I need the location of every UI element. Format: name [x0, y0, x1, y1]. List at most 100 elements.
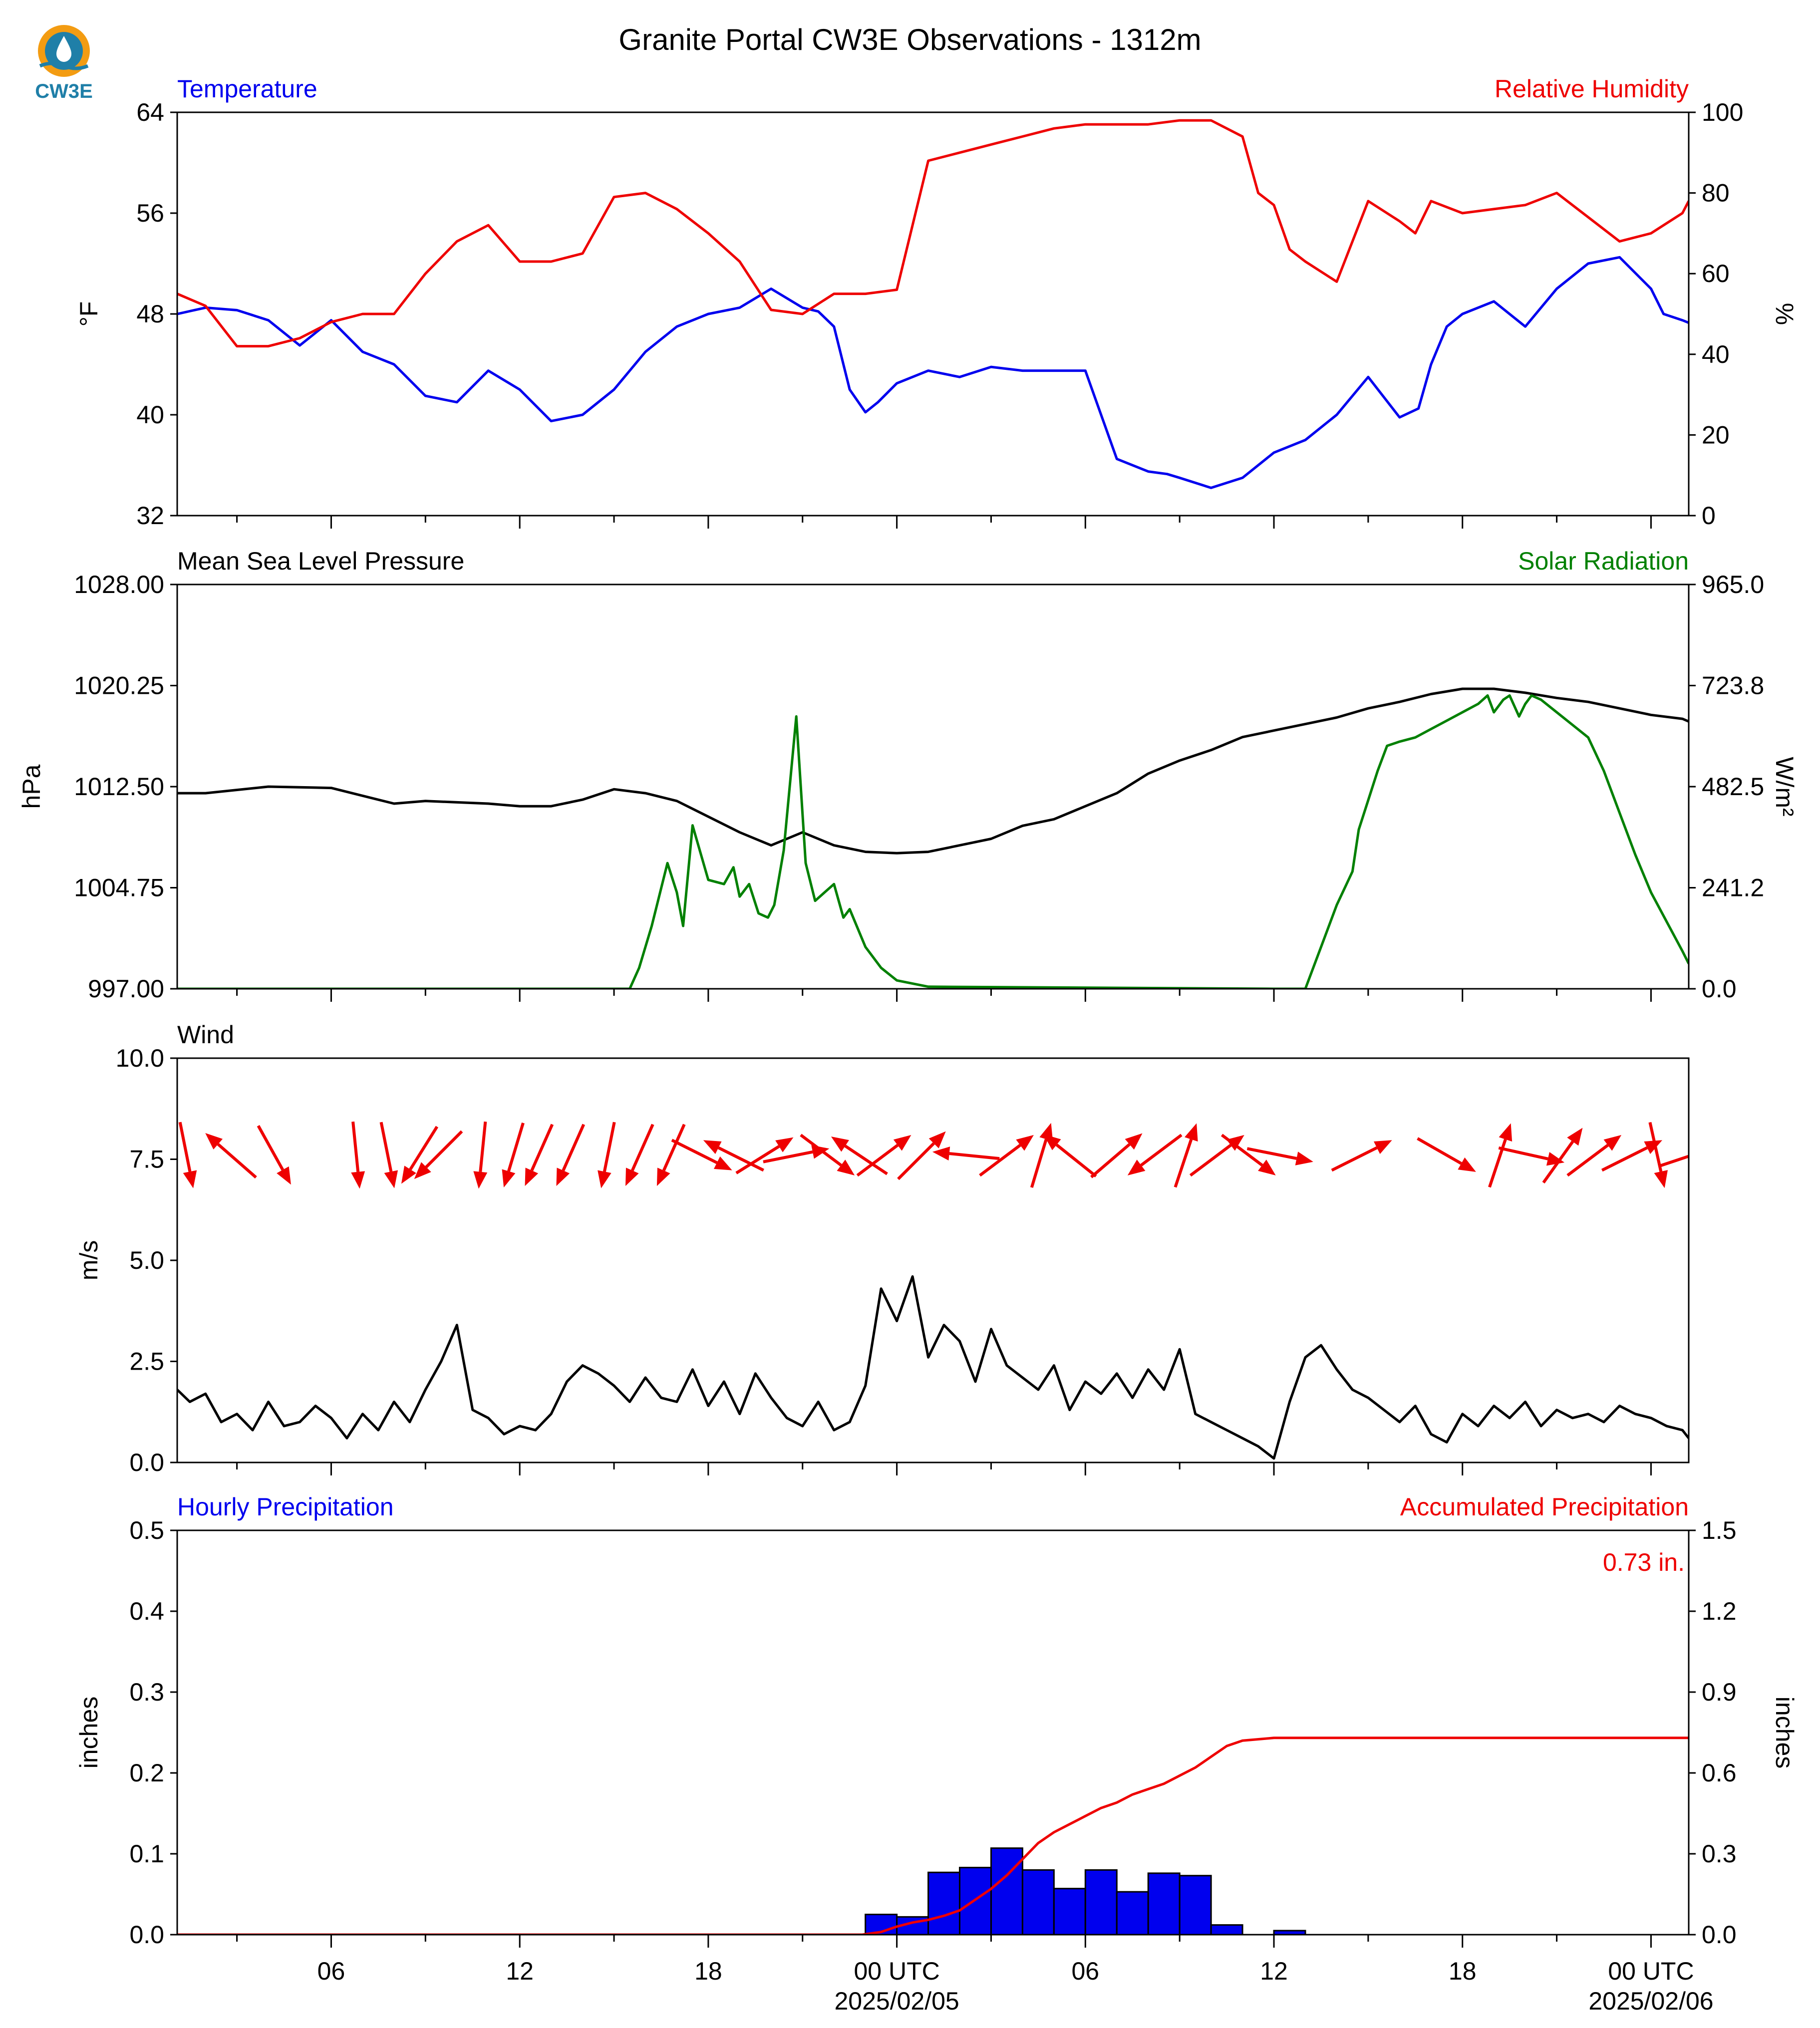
series-line-left	[177, 687, 1689, 855]
wind-arrow	[1174, 1123, 1198, 1188]
wind-arrow	[1417, 1137, 1476, 1172]
panel-left-title: Mean Sea Level Pressure	[177, 547, 464, 575]
wind-arrow	[831, 1136, 888, 1175]
y-tick-label-left: 1020.25	[74, 672, 164, 700]
wind-arrow	[525, 1124, 554, 1186]
wind-arrow	[656, 1124, 686, 1186]
x-date-label: 2025/02/06	[1588, 1987, 1713, 2015]
wind-arrow	[1566, 1135, 1622, 1177]
plot-frame	[176, 1529, 1690, 1936]
series-line-right	[177, 119, 1689, 348]
accumulated-total-annotation: 0.73 in.	[1603, 1548, 1685, 1576]
y-tick-label-right: 0.6	[1702, 1759, 1737, 1787]
y-tick-label-left: 1012.50	[74, 773, 164, 801]
x-tick-label: 06	[317, 1957, 345, 1985]
wind-arrow	[932, 1147, 1000, 1160]
logo-wave-icon	[39, 61, 89, 70]
y-tick-label-right: 0.0	[1702, 1921, 1737, 1949]
plot-frame	[176, 583, 1690, 990]
series-line-left	[177, 256, 1689, 489]
y-tick-label-left: 0.4	[129, 1597, 164, 1625]
y-tick-label-left: 1004.75	[74, 874, 164, 902]
wind-arrow	[1090, 1133, 1143, 1178]
y-tick-label-right: 723.8	[1702, 671, 1764, 699]
y-tick-label-right: 241.2	[1702, 874, 1764, 902]
wind-arrow	[1601, 1140, 1663, 1172]
y-tick-label-right: 20	[1702, 421, 1730, 449]
x-tick-label: 00 UTC	[1608, 1957, 1694, 1985]
wind-arrow	[414, 1130, 463, 1179]
y-axis-label-left: hPa	[17, 764, 45, 809]
series-line-left	[177, 1275, 1689, 1460]
plot-frame	[176, 1057, 1690, 1463]
y-tick-label-left: 64	[136, 98, 164, 126]
wind-arrow	[1043, 1134, 1097, 1177]
y-tick-label-left: 10.0	[116, 1044, 164, 1072]
panel-temp_rh: 32 40 48 56 64 0 20 40 60 80 100 Temperature Relativ…	[75, 75, 1799, 530]
x-tick-label: 12	[1260, 1957, 1288, 1985]
wind-arrow	[1542, 1128, 1583, 1184]
wind-arrow	[205, 1133, 257, 1179]
wind-arrow	[502, 1122, 525, 1188]
wind-arrow	[1659, 1155, 1689, 1167]
y-tick-label-right: 100	[1702, 98, 1743, 126]
wind-arrow	[1498, 1146, 1565, 1166]
y-tick-label-right: 0.0	[1702, 975, 1737, 1003]
wind-arrow	[625, 1124, 654, 1186]
precip-bar	[1179, 1875, 1212, 1936]
wind-arrow	[1127, 1134, 1183, 1175]
wind-arrow	[473, 1121, 488, 1189]
y-tick-label-left: 0.0	[129, 1449, 164, 1476]
y-axis-label-right: W/m²	[1771, 757, 1799, 816]
wind-arrow	[897, 1131, 946, 1180]
wind-arrow	[703, 1140, 764, 1172]
wind-arrow	[671, 1139, 732, 1170]
x-tick-label: 00 UTC	[854, 1957, 939, 1985]
y-tick-label-left: 48	[136, 300, 164, 328]
panel-left-title: Hourly Precipitation	[177, 1493, 394, 1521]
wind-arrow	[1220, 1134, 1276, 1175]
y-axis-label-right: inches	[1771, 1697, 1799, 1769]
precip-bar	[1053, 1888, 1086, 1936]
y-tick-label-left: 0.3	[129, 1678, 164, 1706]
y-tick-label-left: 997.00	[88, 975, 164, 1003]
panel-right-title: Solar Radiation	[1518, 547, 1689, 575]
y-tick-label-right: 60	[1702, 260, 1730, 288]
y-tick-label-left: 1028.00	[74, 571, 164, 598]
y-tick-label-left: 0.1	[129, 1840, 164, 1868]
series-line-right	[177, 694, 1689, 989]
wind-arrow	[1246, 1147, 1313, 1165]
y-tick-label-left: 40	[136, 401, 164, 429]
precip-bar	[1116, 1891, 1149, 1936]
wind-arrow	[178, 1122, 197, 1188]
y-tick-label-left: 0.2	[129, 1759, 164, 1787]
y-tick-label-right: 482.5	[1702, 773, 1764, 801]
y-tick-label-right: 1.2	[1702, 1597, 1737, 1625]
y-axis-label-left: m/s	[75, 1240, 103, 1281]
wind-arrow	[379, 1122, 398, 1188]
y-tick-label-left: 2.5	[129, 1348, 164, 1376]
cw3e-logo: CW3E	[35, 25, 93, 102]
y-tick-label-right: 965.0	[1702, 571, 1764, 598]
wind-arrow	[800, 1134, 855, 1175]
series-line-right	[177, 1737, 1689, 1935]
panel-right-title: Relative Humidity	[1495, 75, 1689, 103]
y-tick-label-left: 7.5	[129, 1146, 164, 1173]
wind-arrow	[1331, 1140, 1392, 1172]
x-tick-label: 06	[1072, 1957, 1100, 1985]
y-tick-label-right: 0.3	[1702, 1840, 1737, 1868]
precip-bar	[1147, 1872, 1181, 1936]
wind-arrow	[735, 1137, 794, 1174]
precip-bar	[1021, 1869, 1055, 1936]
page-title: Granite Portal CW3E Observations - 1312m	[618, 23, 1201, 56]
x-tick-label: 18	[694, 1957, 722, 1985]
precip-bar	[1084, 1869, 1118, 1936]
precip-bar	[1210, 1924, 1243, 1936]
wind-arrow	[979, 1135, 1034, 1177]
y-axis-label-left: °F	[75, 301, 103, 327]
wind-arrow	[401, 1126, 439, 1184]
wind-arrow	[257, 1125, 291, 1185]
panel-wind: 0.0 2.5 5.0 7.5 10.0 Wind m/s	[75, 1021, 1690, 1476]
panel-precip: 0.0 0.1 0.2 0.3 0.4 0.5 0.0 0.3 0.6 0.9 1.2 1.5 Hour…	[75, 1493, 1799, 1949]
y-tick-label-left: 5.0	[129, 1246, 164, 1274]
